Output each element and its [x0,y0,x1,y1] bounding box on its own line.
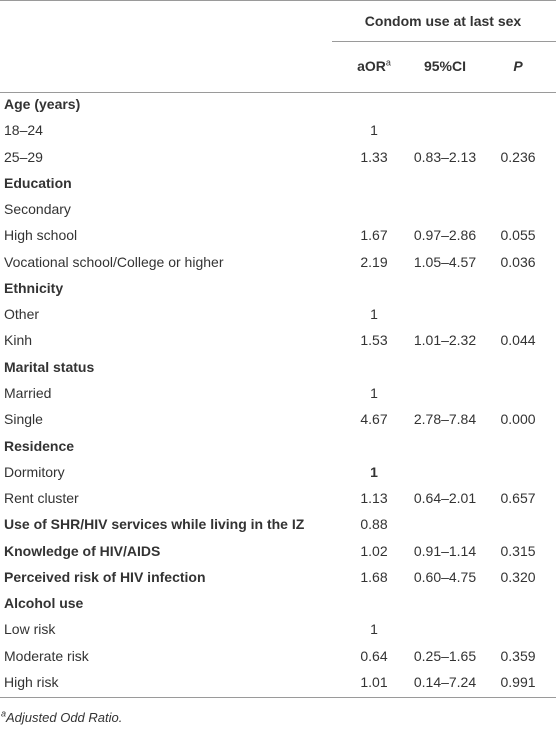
section-label: Residence [4,437,75,454]
cell: 0.315 [500,542,536,559]
rule-line [0,0,556,1]
row-label: High risk [4,673,59,690]
cell: 2.19 [360,253,388,270]
cell: 0.055 [500,227,536,244]
row-label: Moderate risk [4,647,89,664]
rule-line [0,697,556,698]
section-label: Alcohol use [4,595,84,612]
column-header-sup: a [385,57,391,68]
row-label: Secondary [4,201,71,218]
rule-line [0,92,556,93]
footnote-text: Adjusted Odd Ratio. [6,710,123,725]
cell: 4.67 [360,411,388,428]
column-header: P [513,57,522,75]
footnote: aAdjusted Odd Ratio. [1,709,122,727]
cell: 0.83–2.13 [413,148,477,165]
cell: 1.68 [360,568,388,585]
cell: 0.236 [500,148,536,165]
column-header: aORa [357,57,391,75]
cell: 0.64 [360,647,388,664]
cell: 0.359 [500,647,536,664]
row-label: Married [4,384,52,401]
cell: 0.97–2.86 [413,227,477,244]
row-label: Rent cluster [4,490,79,507]
section-label: Perceived risk of HIV infection [4,568,206,585]
cell: 0.991 [500,673,536,690]
cell: 0.60–4.75 [413,568,477,585]
row-label: Single [4,411,43,428]
cell: 1 [370,384,378,401]
cell: 1.33 [360,148,388,165]
cell: 0.25–1.65 [413,647,477,664]
cell: 1 [370,463,378,480]
section-label: Marital status [4,358,95,375]
cell: 1.02 [360,542,388,559]
cell: 1 [370,122,378,139]
cell: 2.78–7.84 [413,411,477,428]
row-label: Vocational school/College or higher [4,253,224,270]
section-label: Use of SHR/HIV services while living in … [4,516,305,533]
cell: 1.01–2.32 [413,332,477,349]
row-label: 18–24 [4,122,43,139]
row-label: Other [4,306,40,323]
row-label: Dormitory [4,463,65,480]
cell: 0.036 [500,253,536,270]
cell: 0.14–7.24 [413,673,477,690]
cell: 1.67 [360,227,388,244]
row-label: Low risk [4,621,56,638]
cell: 1 [370,621,378,638]
section-label: Ethnicity [4,279,64,296]
cell: 0.320 [500,568,536,585]
cell: 1.05–4.57 [413,253,477,270]
cell: 0.000 [500,411,536,428]
column-header-text: aOR [357,58,386,74]
section-label: Knowledge of HIV/AIDS [4,542,161,559]
column-header-text: 95%CI [423,58,467,74]
cell: 0.91–1.14 [413,542,477,559]
column-header: 95%CI [424,57,466,75]
column-header-text: P [513,58,523,74]
cell: 1.13 [360,490,388,507]
row-label: 25–29 [4,148,43,165]
section-label: Age (years) [4,96,81,112]
row-label: Kinh [4,332,33,349]
cell: 0.044 [500,332,536,349]
cell: 1 [370,306,378,323]
cell: 0.657 [500,490,536,507]
row-label: High school [4,227,78,244]
section-label: Education [4,174,72,191]
footnote-mark: a [1,708,7,719]
cell: 1.53 [360,332,388,349]
cell: 1.01 [360,673,388,690]
rule-line [332,41,556,42]
group-header: Condom use at last sex [364,13,522,29]
cell: 0.64–2.01 [413,490,477,507]
cell: 0.88 [360,516,388,533]
